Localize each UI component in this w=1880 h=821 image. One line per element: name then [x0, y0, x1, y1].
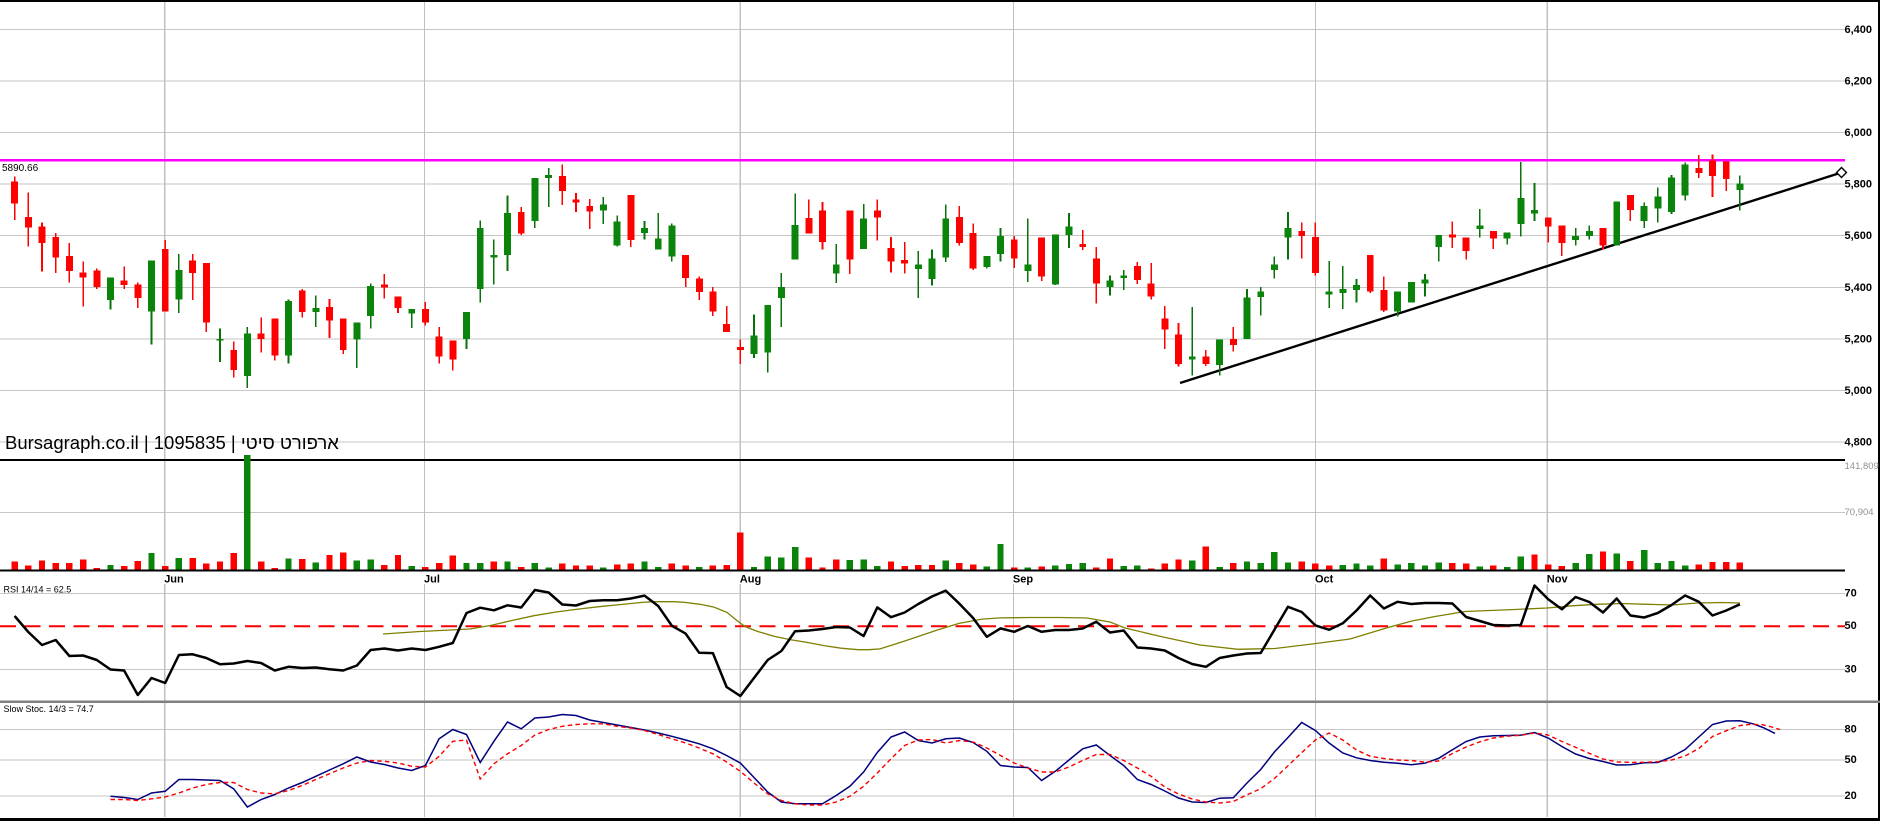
svg-text:Sep: Sep — [1013, 574, 1033, 586]
svg-text:5,000: 5,000 — [1845, 385, 1873, 397]
svg-text:5,400: 5,400 — [1845, 282, 1873, 294]
svg-text:Aug: Aug — [740, 574, 761, 586]
svg-text:5,200: 5,200 — [1845, 333, 1873, 345]
svg-text:Nov: Nov — [1547, 574, 1569, 586]
svg-text:6,200: 6,200 — [1845, 76, 1873, 88]
svg-text:Oct: Oct — [1315, 574, 1334, 586]
svg-text:80: 80 — [1845, 724, 1857, 736]
svg-text:6,400: 6,400 — [1845, 24, 1873, 36]
svg-text:Jun: Jun — [164, 574, 184, 586]
svg-text:Jul: Jul — [424, 574, 440, 586]
svg-text:30: 30 — [1845, 664, 1857, 676]
svg-text:5,800: 5,800 — [1845, 179, 1873, 191]
svg-text:50: 50 — [1845, 620, 1857, 632]
svg-text:6,000: 6,000 — [1845, 127, 1873, 139]
svg-text:Bursagraph.co.il | 1095835 | א: Bursagraph.co.il | 1095835 | ארפורט סיטי — [5, 432, 339, 453]
svg-text:20: 20 — [1845, 790, 1857, 802]
svg-text:4,800: 4,800 — [1845, 437, 1873, 449]
svg-text:141,809: 141,809 — [1845, 461, 1879, 472]
svg-text:5,600: 5,600 — [1845, 230, 1873, 242]
svg-text:70,904: 70,904 — [1845, 507, 1874, 518]
svg-text:RSI 14/14 = 62.5: RSI 14/14 = 62.5 — [4, 585, 72, 595]
svg-text:5890.66: 5890.66 — [2, 163, 39, 174]
svg-text:70: 70 — [1845, 587, 1857, 599]
svg-text:Slow Stoc. 14/3 = 74.7: Slow Stoc. 14/3 = 74.7 — [4, 704, 94, 714]
svg-text:50: 50 — [1845, 754, 1857, 766]
